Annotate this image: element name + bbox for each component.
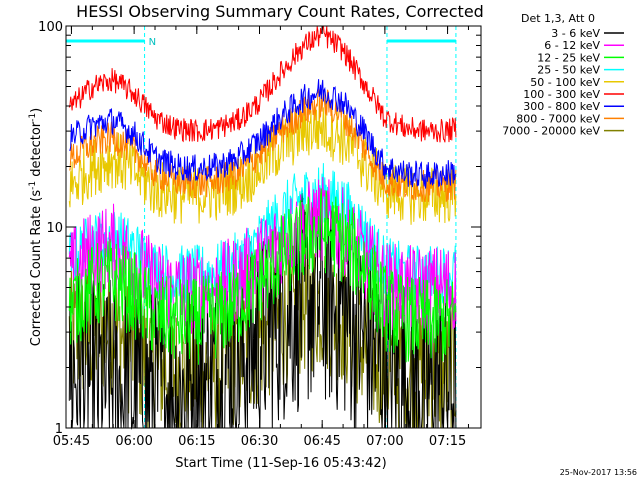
night-label: N [149, 37, 156, 48]
series-line [68, 25, 457, 143]
x-tick-label: 06:30 [241, 434, 278, 449]
series-line [68, 188, 457, 365]
legend-header: Det 1,3, Att 0 [521, 12, 595, 25]
night-markers: N [66, 26, 457, 428]
legend-entry-label: 25 - 50 keV [537, 64, 600, 77]
legend-entry-label: 100 - 300 keV [523, 88, 600, 101]
plot-area: N 05:45 06:00 06:15 06:30 06:45 07:00 07:15 11… [38, 20, 482, 449]
legend-entry-label: 7000 - 20000 keV [502, 125, 600, 138]
y-tick-label: 10 [46, 221, 63, 236]
x-tick-label: 05:45 [53, 434, 90, 449]
x-tick-label: 06:00 [115, 434, 152, 449]
legend-entry-label: 300 - 800 keV [523, 100, 600, 113]
legend-entry-label: 6 - 12 keV [544, 39, 600, 52]
series-layer [68, 25, 457, 430]
x-tick-label: 07:00 [366, 434, 403, 449]
y-tick-label: 1 [55, 422, 63, 437]
footer-timestamp: 25-Nov-2017 13:56 [560, 468, 637, 477]
x-tick-label: 06:15 [178, 434, 215, 449]
legend-entry-label: 12 - 25 keV [537, 51, 600, 64]
legend-entry-label: 800 - 7000 keV [516, 112, 600, 125]
series-line [69, 79, 457, 189]
chart-title: HESSI Observing Summary Count Rates, Cor… [76, 2, 484, 21]
x-axis-label: Start Time (11-Sep-16 05:43:42) [175, 456, 386, 471]
legend-entry-label: 50 - 100 keV [530, 76, 600, 89]
series-line [69, 88, 457, 203]
y-tick-label: 100 [38, 20, 63, 35]
legend-entry-label: 3 - 6 keV [551, 27, 600, 40]
series-line [68, 99, 457, 225]
x-axis-ticks: 05:45 06:00 06:15 06:30 06:45 07:00 07:15 [53, 26, 469, 449]
x-tick-label: 06:45 [303, 434, 340, 449]
y-axis-ticks: 1 10 100 [38, 20, 481, 437]
y-axis-label: Corrected Count Rate (s-1 detector-1) [28, 108, 44, 346]
x-tick-label: 07:15 [429, 434, 466, 449]
